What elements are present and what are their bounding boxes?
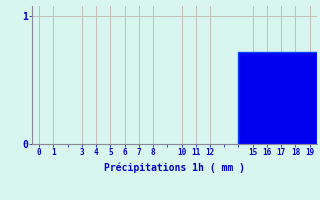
X-axis label: Précipitations 1h ( mm ): Précipitations 1h ( mm ) (104, 163, 245, 173)
Bar (238, 52, 317, 144)
